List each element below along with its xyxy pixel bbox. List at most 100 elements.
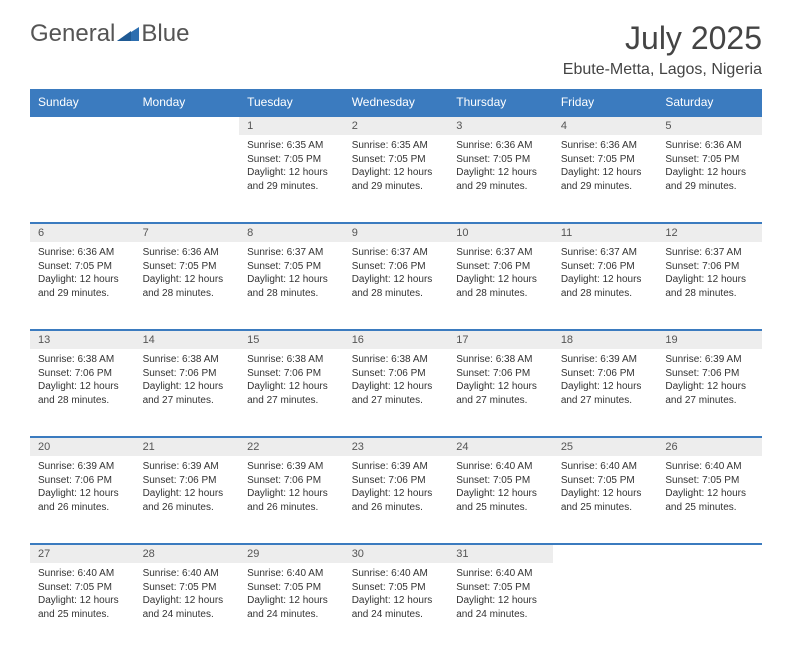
daylight-text-2: and 25 minutes. [38, 608, 127, 622]
day-number-cell: 20 [30, 437, 135, 456]
header: General Blue July 2025 Ebute-Metta, Lago… [30, 20, 762, 79]
day-data-row: Sunrise: 6:36 AM Sunset: 7:05 PM Daylight:… [30, 242, 762, 330]
daylight-text-2: and 26 minutes. [38, 501, 127, 515]
day-data: Sunrise: 6:40 AMSunset: 7:05 PMDaylight:… [553, 456, 658, 522]
day-data: Sunrise: 6:40 AMSunset: 7:05 PMDaylight:… [657, 456, 762, 522]
day-number-cell: 2 [344, 116, 449, 135]
day-data: Sunrise: 6:37 AMSunset: 7:06 PMDaylight:… [553, 242, 658, 308]
daylight-text-1: Daylight: 12 hours [143, 273, 232, 287]
day-number-cell: 25 [553, 437, 658, 456]
day-data-cell [135, 135, 240, 223]
day-data-cell: Sunrise: 6:39 AMSunset: 7:06 PMDaylight:… [135, 456, 240, 544]
day-number-cell: 12 [657, 223, 762, 242]
day-data: Sunrise: 6:38 AMSunset: 7:06 PMDaylight:… [448, 349, 553, 415]
day-number-cell [657, 544, 762, 563]
daylight-text-1: Daylight: 12 hours [561, 380, 650, 394]
sunset-text: Sunset: 7:05 PM [456, 581, 545, 595]
day-data-row: Sunrise: 6:40 AMSunset: 7:05 PMDaylight:… [30, 563, 762, 651]
day-data-cell: Sunrise: 6:38 AMSunset: 7:06 PMDaylight:… [448, 349, 553, 437]
day-number-cell: 11 [553, 223, 658, 242]
day-data-cell: Sunrise: 6:35 AMSunset: 7:05 PMDaylight:… [344, 135, 449, 223]
sunrise-text: Sunrise: 6:38 AM [352, 353, 441, 367]
location-text: Ebute-Metta, Lagos, Nigeria [563, 61, 762, 79]
sunset-text: Sunset: 7:05 PM [665, 153, 754, 167]
sunrise-text: Sunrise: 6:39 AM [352, 460, 441, 474]
sunrise-text: Sunrise: 6:39 AM [665, 353, 754, 367]
day-data-cell: Sunrise: 6:35 AMSunset: 7:05 PMDaylight:… [239, 135, 344, 223]
daylight-text-1: Daylight: 12 hours [143, 380, 232, 394]
daylight-text-2: and 25 minutes. [456, 501, 545, 515]
daylight-text-2: and 28 minutes. [38, 394, 127, 408]
day-number-cell: 17 [448, 330, 553, 349]
sunrise-text: Sunrise: 6:36 AM [143, 246, 232, 260]
day-data: Sunrise: 6:38 AMSunset: 7:06 PMDaylight:… [239, 349, 344, 415]
calendar-table: Sunday Monday Tuesday Wednesday Thursday… [30, 89, 762, 651]
daylight-text-2: and 24 minutes. [247, 608, 336, 622]
daylight-text-2: and 27 minutes. [456, 394, 545, 408]
sunset-text: Sunset: 7:05 PM [352, 581, 441, 595]
weekday-header: Sunday [30, 89, 135, 116]
daylight-text-2: and 29 minutes. [665, 180, 754, 194]
daylight-text-1: Daylight: 12 hours [38, 380, 127, 394]
sunset-text: Sunset: 7:06 PM [456, 260, 545, 274]
daylight-text-2: and 26 minutes. [143, 501, 232, 515]
daylight-text-1: Daylight: 12 hours [247, 166, 336, 180]
day-number-cell [30, 116, 135, 135]
sunrise-text: Sunrise: 6:35 AM [352, 139, 441, 153]
day-number-row: 20212223242526 [30, 437, 762, 456]
sunset-text: Sunset: 7:06 PM [38, 474, 127, 488]
day-number-cell: 6 [30, 223, 135, 242]
daylight-text-2: and 27 minutes. [247, 394, 336, 408]
day-data: Sunrise: 6:39 AMSunset: 7:06 PMDaylight:… [657, 349, 762, 415]
daylight-text-2: and 25 minutes. [665, 501, 754, 515]
day-data-cell: Sunrise: 6:38 AMSunset: 7:06 PMDaylight:… [344, 349, 449, 437]
sunset-text: Sunset: 7:05 PM [247, 153, 336, 167]
weekday-header-row: Sunday Monday Tuesday Wednesday Thursday… [30, 89, 762, 116]
day-number-cell: 4 [553, 116, 658, 135]
day-data-cell: Sunrise: 6:36 AMSunset: 7:05 PMDaylight:… [135, 242, 240, 330]
day-number-cell: 19 [657, 330, 762, 349]
day-data: Sunrise: 6:35 AMSunset: 7:05 PMDaylight:… [344, 135, 449, 201]
sunrise-text: Sunrise: 6:36 AM [665, 139, 754, 153]
daylight-text-1: Daylight: 12 hours [38, 594, 127, 608]
day-number-cell: 14 [135, 330, 240, 349]
sunrise-text: Sunrise: 6:37 AM [665, 246, 754, 260]
sunset-text: Sunset: 7:06 PM [352, 474, 441, 488]
sunset-text: Sunset: 7:06 PM [561, 260, 650, 274]
daylight-text-1: Daylight: 12 hours [665, 166, 754, 180]
daylight-text-1: Daylight: 12 hours [665, 487, 754, 501]
day-data: Sunrise: 6:35 AMSunset: 7:05 PMDaylight:… [239, 135, 344, 201]
sunset-text: Sunset: 7:05 PM [38, 581, 127, 595]
sunset-text: Sunset: 7:05 PM [38, 260, 127, 274]
day-data-cell: Sunrise: 6:37 AMSunset: 7:05 PMDaylight:… [239, 242, 344, 330]
day-number-row: 13141516171819 [30, 330, 762, 349]
day-number-cell: 1 [239, 116, 344, 135]
daylight-text-1: Daylight: 12 hours [143, 594, 232, 608]
day-number-cell: 7 [135, 223, 240, 242]
sunrise-text: Sunrise: 6:37 AM [247, 246, 336, 260]
day-data-cell: Sunrise: 6:40 AMSunset: 7:05 PMDaylight:… [30, 563, 135, 651]
daylight-text-1: Daylight: 12 hours [247, 594, 336, 608]
daylight-text-1: Daylight: 12 hours [352, 273, 441, 287]
daylight-text-2: and 27 minutes. [561, 394, 650, 408]
daylight-text-1: Daylight: 12 hours [247, 380, 336, 394]
daylight-text-2: and 28 minutes. [247, 287, 336, 301]
day-data-cell: Sunrise: 6:37 AMSunset: 7:06 PMDaylight:… [344, 242, 449, 330]
sunset-text: Sunset: 7:06 PM [38, 367, 127, 381]
weekday-header: Monday [135, 89, 240, 116]
daylight-text-2: and 28 minutes. [352, 287, 441, 301]
day-data: Sunrise: 6:36 AMSunset: 7:05 PMDaylight:… [553, 135, 658, 201]
weekday-header: Friday [553, 89, 658, 116]
daylight-text-2: and 28 minutes. [665, 287, 754, 301]
day-number-cell: 27 [30, 544, 135, 563]
day-number-row: 6789101112 [30, 223, 762, 242]
sunset-text: Sunset: 7:06 PM [561, 367, 650, 381]
day-number-cell: 21 [135, 437, 240, 456]
sunset-text: Sunset: 7:06 PM [352, 367, 441, 381]
day-data-cell [30, 135, 135, 223]
daylight-text-2: and 26 minutes. [247, 501, 336, 515]
sunrise-text: Sunrise: 6:40 AM [456, 460, 545, 474]
day-number-cell: 30 [344, 544, 449, 563]
sunrise-text: Sunrise: 6:38 AM [247, 353, 336, 367]
brand-part2: Blue [141, 20, 189, 48]
